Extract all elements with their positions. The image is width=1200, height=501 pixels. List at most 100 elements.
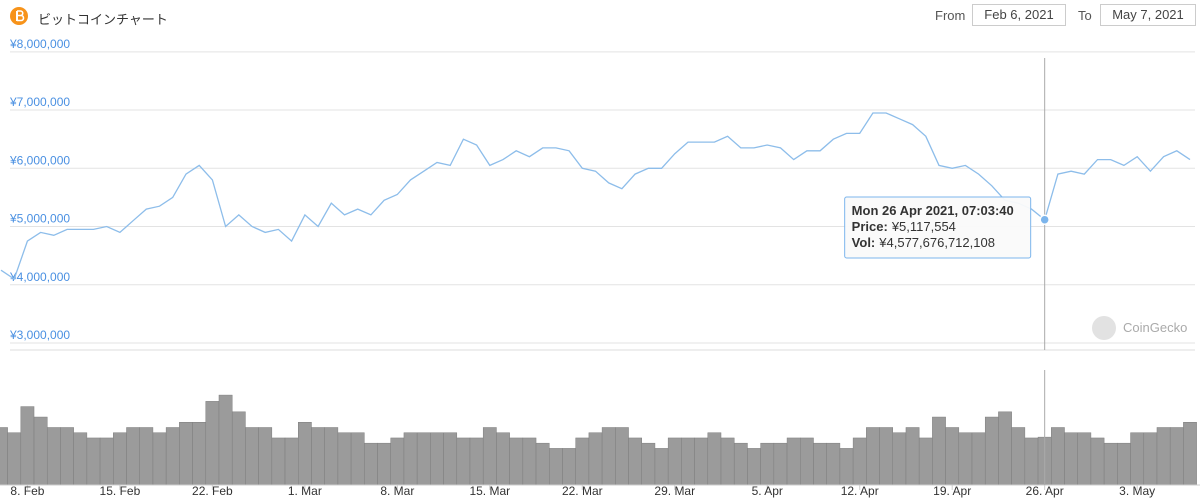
volume-bar (905, 427, 920, 486)
tooltip-label: Price: ¥5,117,554 (852, 219, 956, 234)
tooltip-value: ¥4,577,676,712,108 (878, 235, 995, 250)
volume-bar (377, 442, 391, 486)
volume-bar (800, 437, 814, 486)
watermark-logo (1092, 316, 1116, 340)
volume-bar (152, 432, 167, 486)
tooltip-value: ¥5,117,554 (891, 219, 956, 234)
y-tick-label: ¥8,000,000 (9, 37, 70, 51)
tooltip-label: Vol: ¥4,577,676,712,108 (852, 235, 995, 250)
volume-bar (231, 411, 246, 486)
volume-bar (60, 427, 74, 486)
y-tick-label: ¥6,000,000 (9, 153, 70, 167)
tooltip-box (844, 196, 1032, 259)
volume-bar (945, 427, 960, 486)
x-tick-label: 3. May (1119, 484, 1155, 498)
x-tick-label: 1. Mar (288, 484, 322, 498)
volume-bar (324, 427, 339, 486)
volume-bar (99, 437, 114, 486)
volume-bar (86, 437, 101, 486)
volume-bar (390, 437, 405, 486)
volume-bar (403, 432, 418, 486)
volume-bar (641, 442, 656, 486)
volume-bar (205, 401, 220, 486)
volume-bar (733, 442, 748, 486)
volume-bar (1103, 442, 1118, 486)
volume-bar (469, 437, 484, 486)
volume-bar (866, 427, 880, 486)
volume-bar (179, 422, 193, 486)
volume-bar (46, 427, 61, 486)
volume-bar (892, 432, 907, 486)
hover-point (1039, 214, 1050, 225)
y-tick-label: ¥3,000,000 (9, 328, 70, 342)
volume-bar (628, 437, 642, 486)
volume-bar (615, 427, 629, 486)
watermark: CoinGecko (1123, 320, 1187, 335)
volume-bar (562, 448, 576, 486)
volume-bar (535, 442, 550, 486)
volume-bar (707, 432, 722, 486)
volume-bar (1077, 432, 1092, 486)
volume-bar (918, 437, 933, 486)
volume-bar (1051, 427, 1065, 486)
y-tick-label: ¥4,000,000 (9, 270, 70, 284)
volume-bar (139, 427, 154, 486)
tooltip-key: Price: (852, 219, 888, 234)
y-tick-label: ¥5,000,000 (9, 212, 70, 226)
volume-bar (1117, 442, 1131, 486)
volume-bar (456, 437, 471, 486)
volume-bar (0, 427, 8, 486)
volume-bar (113, 432, 127, 486)
x-tick-label: 8. Mar (380, 484, 414, 498)
volume-bar (588, 432, 603, 486)
x-tick-label: 15. Mar (469, 484, 510, 498)
x-tick-label: 8. Feb (10, 484, 44, 498)
tooltip-key: Vol: (852, 235, 876, 250)
volume-bar (971, 432, 986, 486)
volume-bar (747, 448, 761, 486)
y-tick-label: ¥7,000,000 (9, 95, 70, 109)
volume-bar (998, 411, 1012, 486)
volume-bar (760, 442, 775, 486)
volume-bar (509, 437, 524, 486)
volume-bar (601, 427, 616, 486)
volume-bar (1090, 437, 1105, 486)
to-input[interactable]: May 7, 2021 (1100, 4, 1196, 26)
volume-bar (786, 437, 801, 486)
volume-bar (654, 448, 669, 486)
volume-bar (1024, 437, 1039, 486)
volume-bar (1143, 432, 1158, 486)
volume-bar (932, 416, 946, 486)
volume-bar (20, 406, 35, 486)
volume-bar (284, 437, 299, 486)
volume-bar (482, 427, 497, 486)
volume-bar (258, 427, 273, 486)
volume-bar (694, 437, 709, 486)
volume-bar (443, 432, 458, 486)
x-tick-label: 5. Apr (752, 484, 783, 498)
volume-bar (879, 427, 893, 486)
volume-bar (1183, 422, 1197, 486)
volume-bar (364, 442, 378, 486)
volume-bar (852, 437, 867, 486)
volume-bar (430, 432, 444, 486)
volume-bar (1011, 427, 1026, 486)
volume-bar (337, 432, 352, 486)
x-tick-label: 26. Apr (1026, 484, 1064, 498)
x-tick-label: 29. Mar (654, 484, 695, 498)
volume-bar (218, 394, 233, 486)
volume-bar (1156, 427, 1171, 486)
from-label: From (935, 8, 966, 23)
volume-bar (165, 427, 180, 486)
volume-bar (667, 437, 682, 486)
x-tick-label: 15. Feb (100, 484, 141, 498)
tooltip-title: Mon 26 Apr 2021, 07:03:40 (852, 203, 1014, 218)
from-input[interactable]: Feb 6, 2021 (972, 4, 1066, 26)
x-tick-label: 22. Mar (562, 484, 603, 498)
volume-bar (1169, 427, 1184, 486)
price-line (0, 112, 1191, 281)
volume-bar (7, 432, 22, 486)
x-tick-label: 22. Feb (192, 484, 233, 498)
